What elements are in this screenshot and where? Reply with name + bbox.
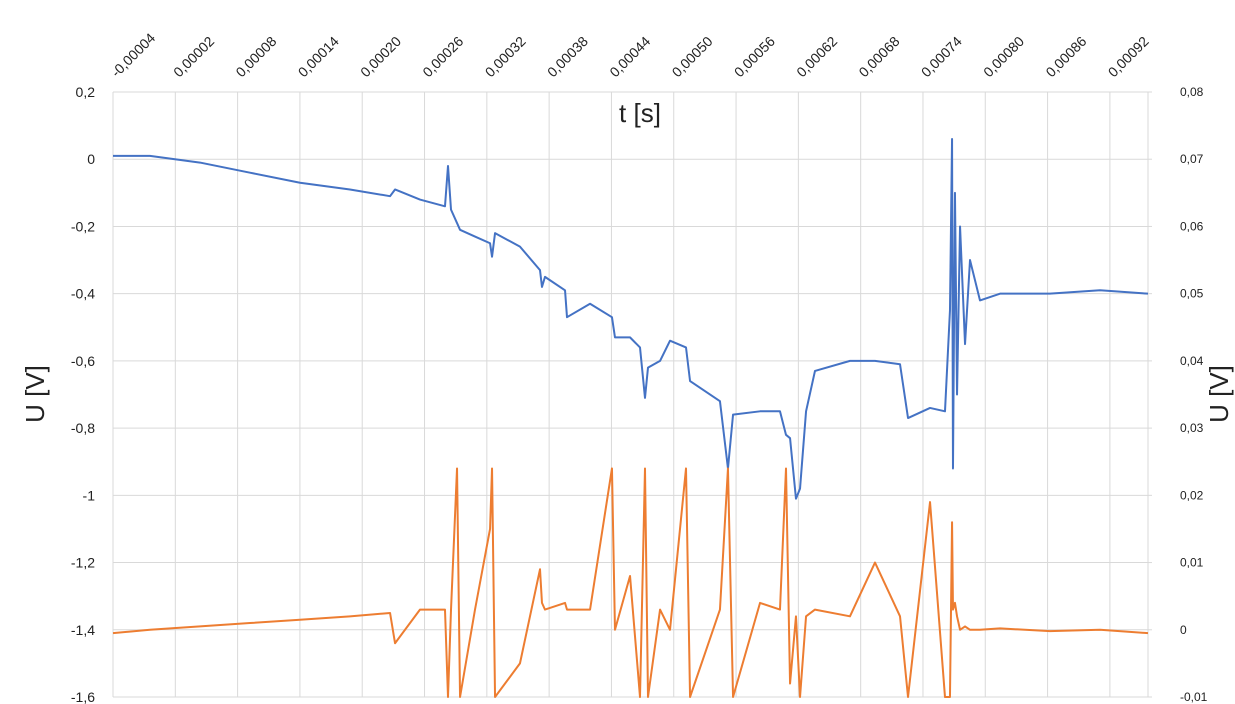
x-tick-label: 0,00008 — [232, 33, 279, 80]
y-tick-label: -1,2 — [71, 555, 95, 571]
y-tick-label: -1 — [83, 487, 96, 503]
x-tick-label: 0,00080 — [980, 33, 1027, 80]
y2-tick-label: 0,01 — [1180, 556, 1204, 570]
y2-axis-title: U [V] — [1204, 365, 1234, 423]
y-tick-label: -0,2 — [71, 218, 95, 234]
x-tick-label: 0,00086 — [1042, 33, 1089, 80]
y2-tick-label: -0,01 — [1180, 690, 1208, 704]
y-tick-label: -0,8 — [71, 420, 95, 436]
x-tick-label: 0,00026 — [419, 33, 466, 80]
y-tick-label: -0,4 — [71, 286, 95, 302]
series-line — [112, 467, 1149, 698]
y-tick-label: 0 — [87, 151, 95, 167]
y2-tick-label: 0 — [1180, 623, 1187, 637]
y2-tick-label: 0,06 — [1180, 219, 1204, 233]
y2-tick-label: 0,07 — [1180, 152, 1204, 166]
x-tick-label: 0,00056 — [731, 33, 778, 80]
y2-tick-label: 0,03 — [1180, 421, 1204, 435]
y2-tick-label: 0,05 — [1180, 287, 1204, 301]
plot-area — [112, 138, 1149, 698]
x-tick-label: 0,00002 — [170, 33, 217, 80]
x-tick-label: 0,00068 — [855, 33, 902, 80]
y2-tick-label: 0,04 — [1180, 354, 1204, 368]
x-tick-label: 0,00014 — [295, 33, 342, 80]
x-tick-label: 0,00092 — [1105, 33, 1152, 80]
series-line — [113, 138, 1149, 500]
y-tick-label: -1,6 — [71, 689, 95, 704]
y-axis-title: U [V] — [20, 365, 50, 423]
y2-tick-label: 0,02 — [1180, 488, 1204, 502]
x-tick-label: 0,00032 — [482, 33, 529, 80]
x-tick-label: -0,00004 — [108, 30, 159, 81]
x-tick-label: 0,00050 — [669, 33, 716, 80]
x-tick-label: 0,00038 — [544, 33, 591, 80]
grid — [112, 91, 1149, 698]
y-tick-label: -0,6 — [71, 353, 95, 369]
y2-tick-label: 0,08 — [1180, 85, 1204, 99]
y-tick-label: 0,2 — [76, 84, 96, 100]
x-tick-label: 0,00074 — [918, 33, 965, 80]
x-tick-label: 0,00044 — [606, 33, 653, 80]
x-tick-label: 0,00020 — [357, 33, 404, 80]
x-tick-label: 0,00062 — [793, 33, 840, 80]
x-axis-title: t [s] — [619, 98, 661, 128]
y-tick-label: -1,4 — [71, 622, 95, 638]
